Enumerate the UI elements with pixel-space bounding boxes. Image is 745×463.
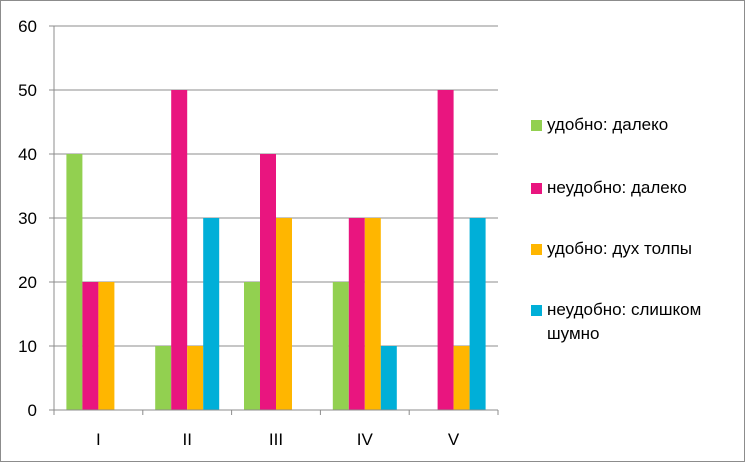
legend-item: неудобно: слишком шумно [531,298,736,346]
bar [155,346,172,410]
x-tick-label: III [269,430,283,449]
bar [66,154,83,410]
bar [437,90,454,410]
legend-swatch [531,183,542,194]
bar [348,218,365,410]
bar [82,282,99,410]
x-tick-label: IV [357,430,374,449]
bar [260,154,276,410]
legend-item: неудобно: далеко [531,176,687,200]
legend-swatch [531,120,542,131]
bar [469,218,486,410]
x-tick-label: II [182,430,191,449]
y-tick-label: 0 [28,401,37,420]
legend-item: удобно: дух толпы [531,237,692,261]
x-tick-label: I [96,430,101,449]
bar [332,282,349,410]
y-tick-label: 30 [18,209,37,228]
legend-swatch [531,305,542,316]
bar [380,346,397,410]
y-tick-label: 20 [18,273,37,292]
bar [171,90,188,410]
y-tick-label: 50 [18,81,37,100]
legend-label: неудобно: слишком шумно [547,300,702,343]
bar [203,218,220,410]
legend-label: удобно: дух толпы [547,239,692,258]
bar [98,282,115,410]
bar [276,218,292,410]
legend-swatch [531,244,542,255]
bars [66,90,486,410]
y-tick-label: 40 [18,145,37,164]
bar [453,346,470,410]
y-tick-label: 10 [18,337,37,356]
legend-label: неудобно: далеко [547,178,687,197]
bar [187,346,204,410]
bar [364,218,381,410]
legend-item: удобно: далеко [531,113,668,137]
y-tick-label: 60 [18,17,37,36]
x-tick-label: V [448,430,460,449]
legend-label: удобно: далеко [547,115,669,134]
bar [244,282,260,410]
